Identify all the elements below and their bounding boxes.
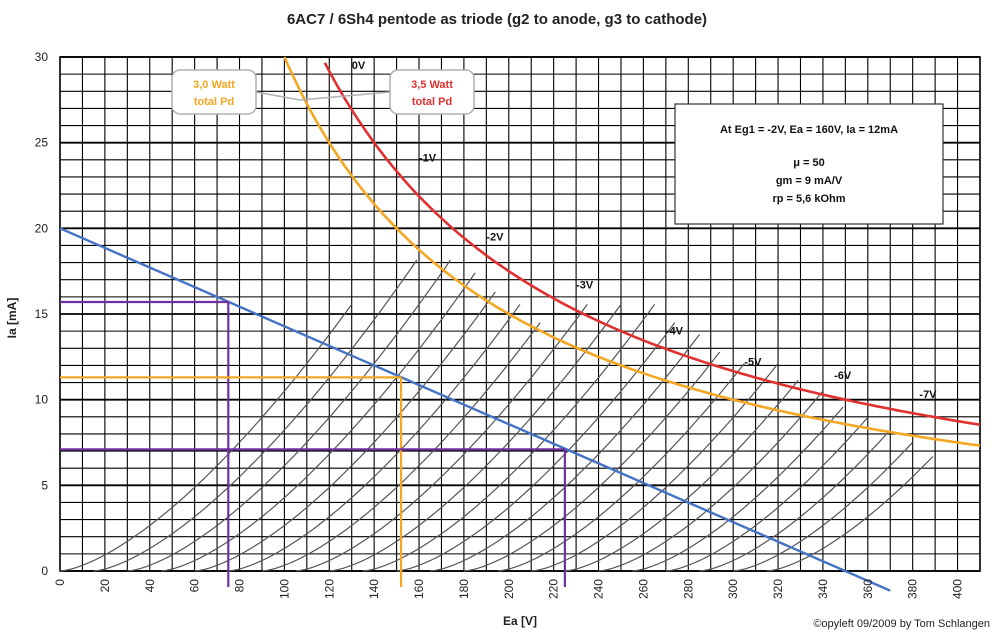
grid-curve (329, 303, 622, 572)
pd-3w-note-pointer (255, 91, 301, 101)
grid-curve (497, 363, 745, 572)
grid-curve (93, 259, 418, 572)
pd-3-5w-note-pointer (299, 91, 391, 101)
y-tick-label: 30 (35, 50, 49, 64)
grid-curve (531, 363, 779, 572)
grid-curve (598, 390, 824, 572)
x-tick-label: 120 (322, 579, 336, 599)
major-grid (59, 56, 981, 572)
grid-curve (362, 303, 656, 572)
x-tick-label: 80 (233, 579, 247, 593)
x-tick-label: 360 (861, 579, 875, 599)
operating-point-text: At Eg1 = -2V, Ea = 160V, Ia = 12mA (720, 124, 898, 136)
pd-3w-note-line2: total Pd (194, 96, 234, 108)
pd-3-5w-note: 3,5 Watt total Pd (299, 69, 475, 115)
x-tick-label: 300 (726, 579, 740, 599)
grid-curve-label: -1V (419, 153, 437, 165)
grid-curve (59, 303, 353, 572)
y-tick-label: 20 (35, 221, 49, 235)
x-tick-label: 180 (457, 579, 471, 599)
x-tick-label: 20 (98, 579, 112, 593)
grid-curve (463, 351, 721, 572)
grid-curve-label: 0V (352, 60, 366, 72)
x-tick-label: 240 (592, 579, 606, 599)
grid-curve-label: -6V (834, 370, 852, 382)
tube-parameters-box-frame (674, 103, 944, 225)
grid-curve (564, 379, 799, 572)
x-tick-label: 320 (771, 579, 785, 599)
grid-curve (766, 456, 934, 572)
rp-text: rp = 5,6 kOhm (772, 193, 845, 205)
grid-curve (160, 272, 476, 572)
x-tick-label: 400 (951, 579, 965, 599)
plot-area: 0V -1V -2V -3V -4V -5V -6V -7V (59, 56, 981, 592)
grid-curve (295, 303, 588, 572)
grid-curve (632, 406, 844, 572)
x-tick-label: 0 (53, 579, 67, 586)
grid-curve (127, 259, 451, 572)
load-line (59, 227, 891, 592)
plot-border (59, 56, 981, 572)
x-tick-label: 380 (906, 579, 920, 599)
x-tick-label: 260 (636, 579, 650, 599)
grid-curve (194, 291, 496, 572)
y-axis-ticks: 0 5 10 15 20 25 30 (35, 50, 49, 578)
pd-3w-note: 3,0 Watt total Pd (171, 69, 301, 115)
x-tick-label: 140 (367, 579, 381, 599)
grid-curve (665, 417, 869, 572)
grid-curve (228, 303, 521, 572)
y-tick-label: 10 (35, 393, 49, 407)
x-tick-label: 60 (188, 579, 202, 593)
gm-text: gm = 9 mA/V (776, 175, 843, 187)
grid-curve-label: -5V (744, 356, 762, 368)
pd-3-5w-note-line1: 3,5 Watt (411, 79, 453, 91)
x-tick-label: 220 (547, 579, 561, 599)
x-tick-label: 280 (681, 579, 695, 599)
x-tick-label: 100 (277, 579, 291, 599)
grid-curve-label: -2V (486, 231, 504, 243)
grid-curve (396, 322, 676, 572)
power-curve-3-5w (323, 62, 981, 426)
x-tick-label: 160 (412, 579, 426, 599)
grid-curve-label: -7V (919, 389, 937, 401)
tube-parameters-box: At Eg1 = -2V, Ea = 160V, Ia = 12mA μ = 5… (674, 103, 944, 225)
x-tick-label: 340 (816, 579, 830, 599)
grid-curve (733, 441, 914, 572)
grid-curve (699, 432, 889, 572)
y-axis-label: Ia [mA] (5, 298, 19, 339)
x-tick-label: 40 (143, 579, 157, 593)
power-curve-3w (283, 56, 981, 447)
pd-3-5w-note-line2: total Pd (412, 96, 452, 108)
x-axis-ticks: 0 20 40 60 80 100 120 140 160 180 200 220 240 260 280 3… (53, 579, 965, 599)
x-axis-label: Ea [V] (503, 614, 537, 628)
y-tick-label: 25 (35, 136, 49, 150)
copyright-text: ©opyleft 09/2009 by Tom Schlangen (813, 618, 990, 630)
chart-title: 6AC7 / 6Sh4 pentode as triode (g2 to ano… (287, 11, 707, 28)
y-tick-label: 15 (35, 307, 49, 321)
mu-text: μ = 50 (793, 157, 825, 169)
x-tick-label: 200 (502, 579, 516, 599)
grid-curve-label: -4V (666, 326, 684, 338)
pd-3w-note-line1: 3,0 Watt (193, 79, 235, 91)
y-tick-label: 5 (41, 478, 48, 492)
y-tick-label: 0 (41, 564, 48, 578)
grid-curve-label: -3V (576, 279, 594, 291)
